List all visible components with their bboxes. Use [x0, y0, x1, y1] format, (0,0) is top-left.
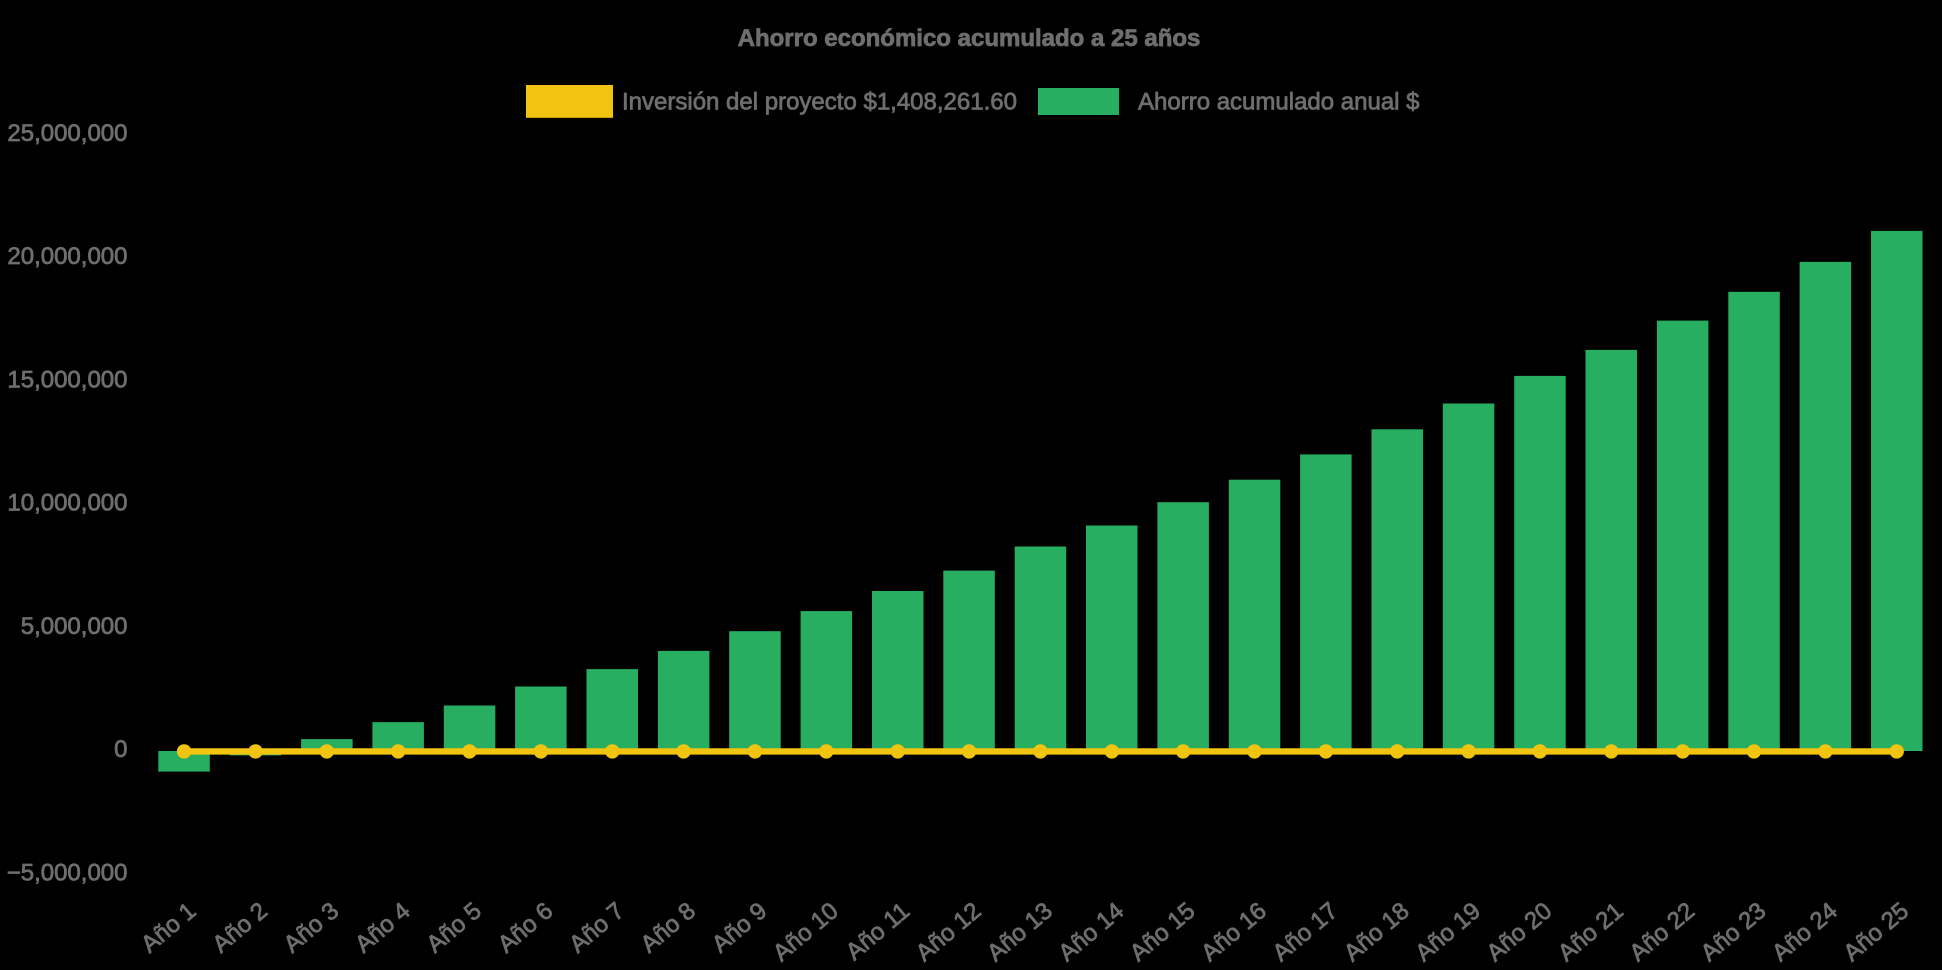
svg-text:Año 25: Año 25: [1838, 897, 1914, 967]
svg-text:−5,000,000: −5,000,000: [7, 859, 128, 886]
svg-text:5,000,000: 5,000,000: [21, 613, 128, 640]
svg-text:25,000,000: 25,000,000: [7, 120, 127, 147]
svg-text:0: 0: [114, 736, 127, 763]
svg-text:Año 16: Año 16: [1196, 897, 1272, 967]
svg-text:Año 7: Año 7: [564, 897, 629, 958]
svg-text:Año 10: Año 10: [768, 897, 844, 967]
svg-text:Año 9: Año 9: [707, 897, 772, 958]
svg-text:Año 11: Año 11: [841, 897, 915, 965]
svg-text:Año 21: Año 21: [1553, 897, 1629, 967]
svg-text:Año 4: Año 4: [350, 897, 415, 958]
svg-text:Ahorro acumulado anual $: Ahorro acumulado anual $: [1138, 89, 1420, 116]
svg-text:Año 12: Año 12: [911, 897, 987, 967]
svg-text:Año 8: Año 8: [635, 897, 700, 958]
svg-text:Año 13: Año 13: [982, 897, 1058, 967]
svg-text:Año 2: Año 2: [207, 897, 272, 958]
svg-text:Año 19: Año 19: [1410, 897, 1486, 967]
svg-text:Año 24: Año 24: [1767, 897, 1843, 967]
svg-text:Año 1: Año 1: [136, 897, 201, 958]
svg-text:Año 18: Año 18: [1339, 897, 1415, 967]
svg-text:Año 23: Año 23: [1696, 897, 1772, 967]
svg-text:Año 5: Año 5: [421, 897, 486, 958]
svg-text:Año 3: Año 3: [279, 897, 344, 958]
svg-text:10,000,000: 10,000,000: [7, 490, 127, 517]
svg-text:20,000,000: 20,000,000: [7, 243, 127, 270]
svg-text:Año 22: Año 22: [1624, 897, 1700, 967]
svg-text:15,000,000: 15,000,000: [7, 366, 127, 393]
svg-text:Año 14: Año 14: [1053, 897, 1129, 967]
svg-text:Año 17: Año 17: [1268, 897, 1344, 967]
svg-text:Inversión del proyecto $1,408,: Inversión del proyecto $1,408,261.60: [622, 89, 1017, 116]
svg-text:Año 15: Año 15: [1125, 897, 1201, 967]
svg-text:Año 20: Año 20: [1482, 897, 1558, 967]
svg-text:Ahorro económico acumulado a 2: Ahorro económico acumulado a 25 años: [738, 25, 1201, 52]
svg-text:Año 6: Año 6: [493, 897, 558, 958]
